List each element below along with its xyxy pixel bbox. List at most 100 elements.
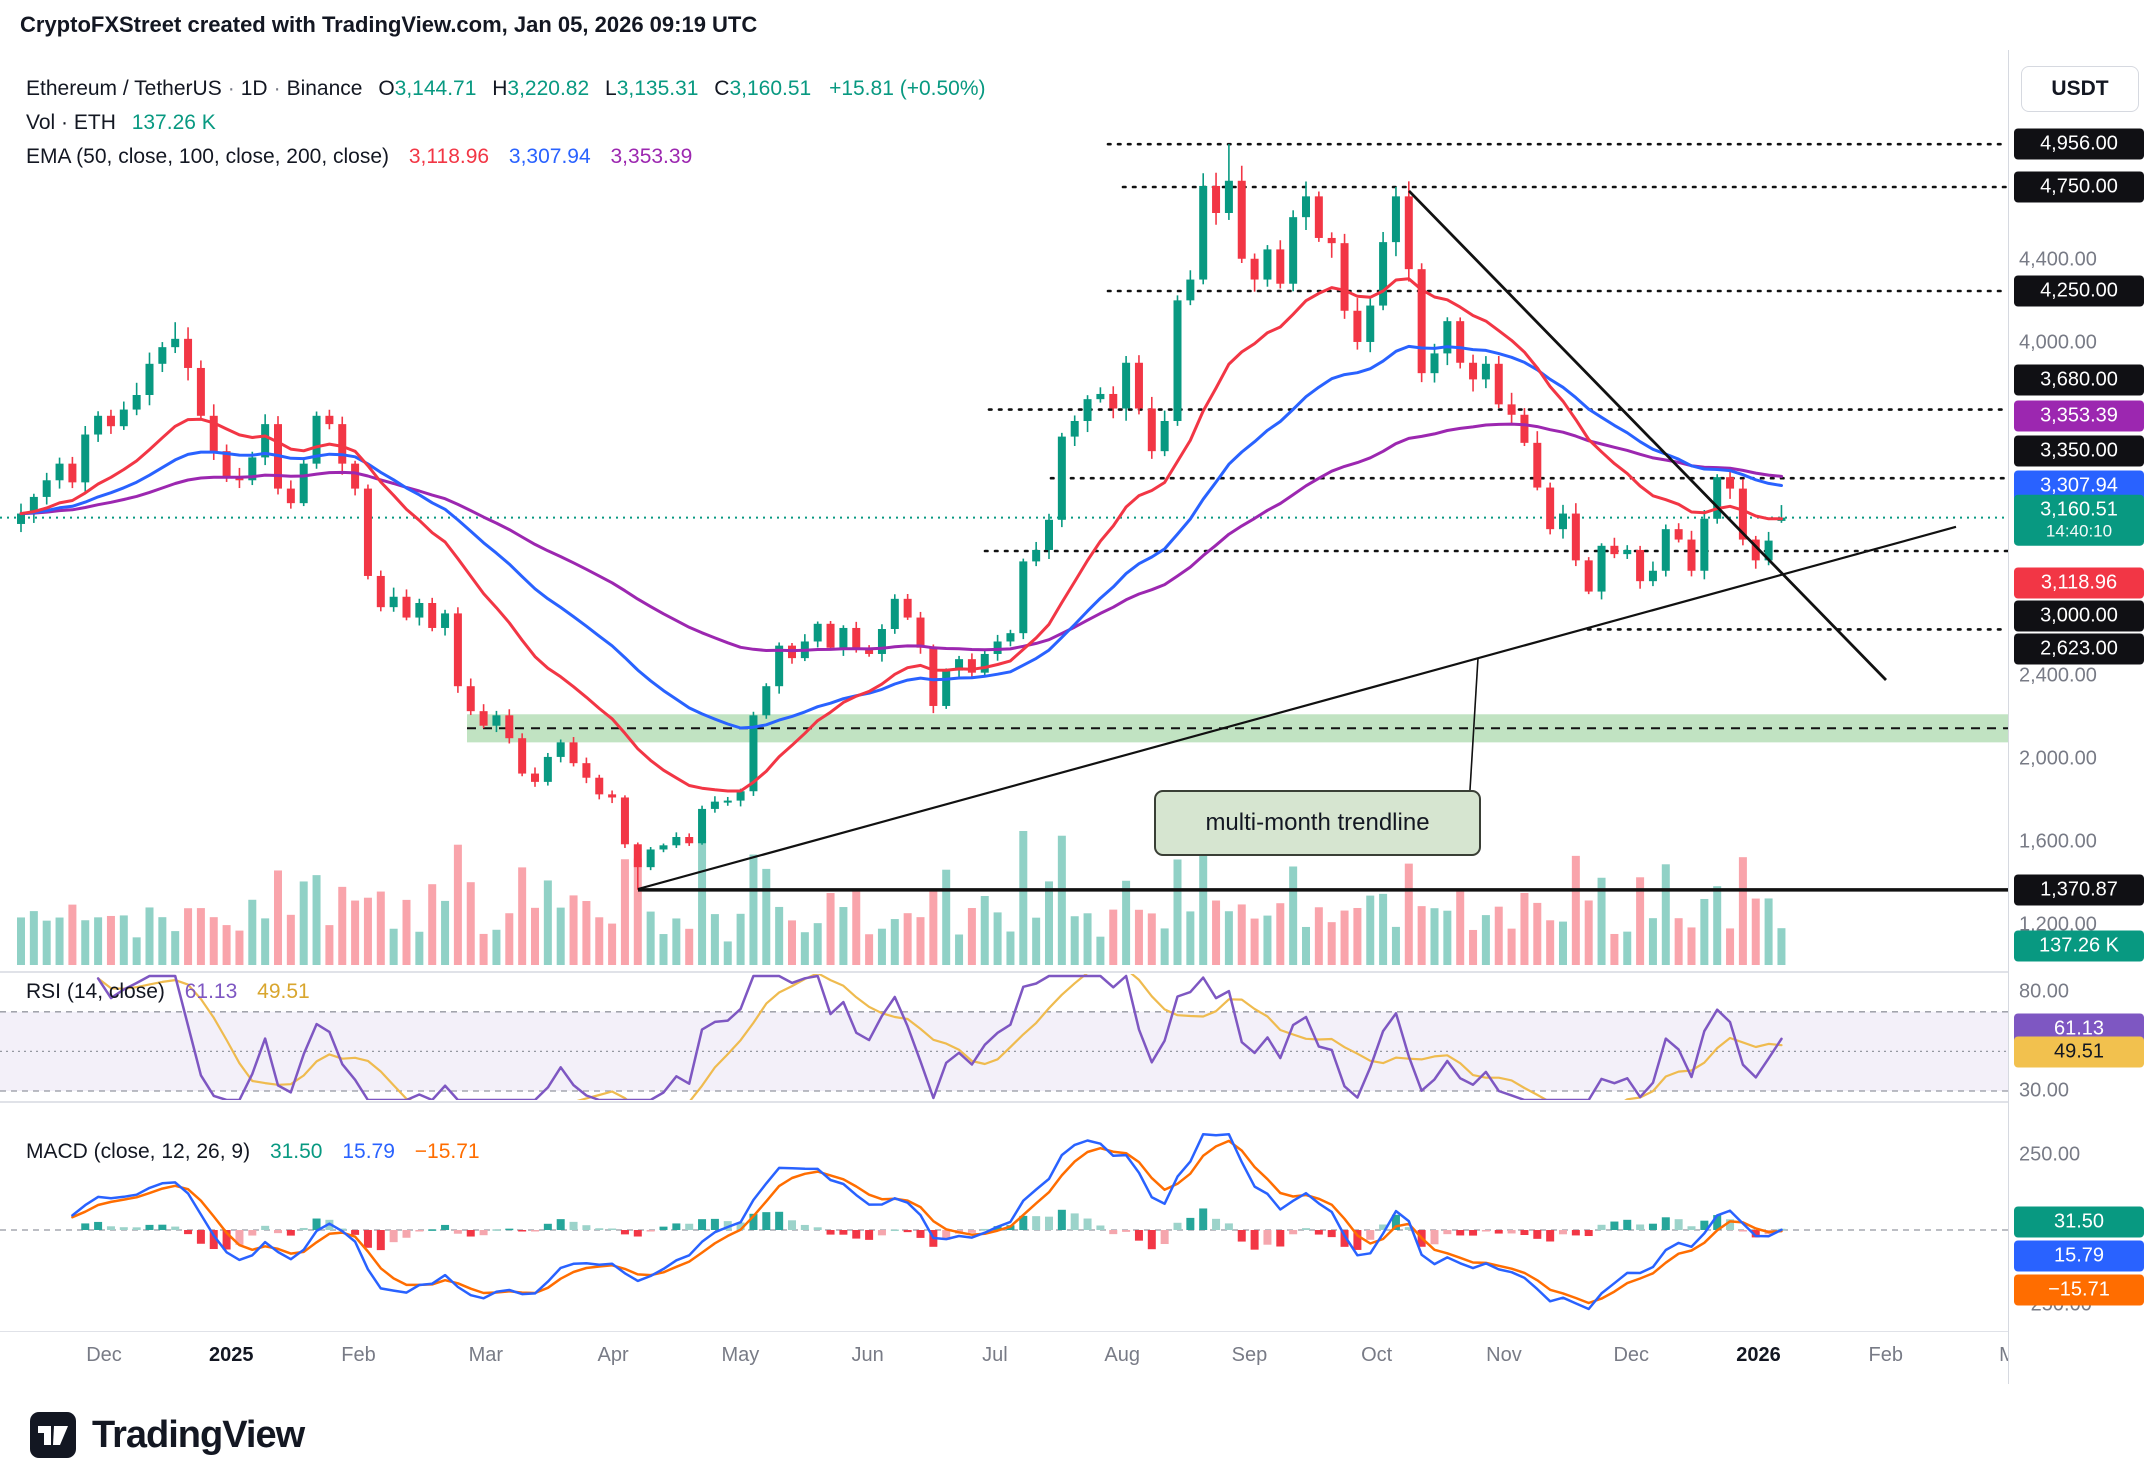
time-axis-label: Jul (982, 1344, 1008, 1366)
price-axis-label: 1,600.00 (2019, 830, 2097, 853)
price-axis-badge: 3,160.51 14:40:10 (2014, 494, 2144, 546)
price-axis-badge: 4,956.00 (2014, 128, 2144, 160)
price-axis-label: 1,200.00 (2019, 913, 2097, 936)
ema200-value: 3,353.39 (610, 145, 693, 168)
volume-value: 137.26 K (131, 111, 216, 134)
time-axis-label: Apr (597, 1344, 629, 1366)
tradingview-logo-icon[interactable] (30, 1412, 76, 1458)
price-axis-label: 2,000.00 (2019, 747, 2097, 770)
open-value: 3,144.71 (394, 77, 477, 100)
page-header-text: CryptoFXStreet created with TradingView.… (20, 12, 758, 37)
volume-bars (17, 831, 1786, 965)
macd-signal-value: −15.71 (414, 1140, 480, 1163)
candlesticks (17, 144, 1786, 890)
close-value: 3,160.51 (729, 77, 812, 100)
rsi-legend: RSI (14, close) 61.13 49.51 (26, 980, 310, 1004)
price-axis-badge: 137.26 K (2014, 930, 2144, 962)
open-label: O (378, 77, 395, 100)
brand-name: TradingView (92, 1413, 305, 1456)
price-axis-badge: 3,350.00 (2014, 435, 2144, 467)
price-axis-label: 4,000.00 (2019, 331, 2097, 354)
time-axis-label: Sep (1231, 1344, 1268, 1366)
currency-toggle-button[interactable]: USDT (2021, 66, 2139, 112)
volume-row: Vol · ETH 137.26 K (26, 106, 986, 140)
rsi-value: 61.13 (184, 980, 238, 1003)
price-axis[interactable]: USDT 4,400.00 4,000.00 2,400.00 2,000.00 1,6… (2008, 50, 2150, 1384)
high-label: H (492, 77, 508, 100)
rsi-axis-label: 80.00 (2019, 980, 2070, 1003)
price-axis-badge: 1,370.87 (2014, 874, 2144, 906)
change-value: +15.81 (+0.50%) (829, 77, 986, 100)
ascending-trendline (637, 525, 1957, 891)
macd-axis-label: 250.00 (2019, 1143, 2081, 1166)
ema-lines (19, 277, 1783, 793)
interval[interactable]: 1D (240, 77, 268, 100)
exchange: Binance (286, 77, 363, 100)
ema-50 (19, 277, 1783, 793)
separator: · (227, 77, 235, 100)
price-axis-badge: 3,000.00 (2014, 600, 2144, 632)
time-axis-label: Nov (1486, 1344, 1522, 1366)
price-axis-label: 4,400.00 (2019, 248, 2097, 271)
macd-lines (71, 1132, 1783, 1311)
macd-axis-badge: 31.50 (2014, 1206, 2144, 1238)
ema-label[interactable]: EMA (50, close, 100, close, 200, close) (26, 145, 390, 168)
price-axis-badge: 3,118.96 (2014, 567, 2144, 599)
price-axis-badge: 2,623.00 (2014, 633, 2144, 665)
ema100-value: 3,307.94 (508, 145, 591, 168)
time-axis-label: Oct (1361, 1344, 1393, 1366)
rsi-lines (96, 974, 1783, 1100)
high-value: 3,220.82 (507, 77, 590, 100)
rsi-line (96, 974, 1783, 1100)
symbol-row: Ethereum / TetherUS · 1D · Binance O3,144.71… (26, 72, 986, 106)
time-axis-label: Feb (1868, 1344, 1903, 1366)
macd-axis-badge: 15.79 (2014, 1240, 2144, 1272)
time-axis-label: May (721, 1344, 760, 1366)
time-axis-label: Aug (1104, 1344, 1140, 1366)
low-value: 3,135.31 (616, 77, 699, 100)
macd-signal-line (71, 1139, 1783, 1305)
time-axis-label: 2025 (209, 1344, 254, 1366)
low-label: L (605, 77, 617, 100)
price-axis-badge: 4,250.00 (2014, 275, 2144, 307)
time-axis-label: 2026 (1736, 1344, 1781, 1366)
time-axis-label: Dec (86, 1344, 122, 1366)
ema-200 (19, 422, 1783, 653)
macd-legend: MACD (close, 12, 26, 9) 31.50 15.79 −15.… (26, 1140, 480, 1164)
price-axis-badge: 3,680.00 (2014, 364, 2144, 396)
volume-label: Vol · ETH (26, 111, 116, 134)
price-axis-label: 2,400.00 (2019, 664, 2097, 687)
time-axis-label: Mar (468, 1344, 504, 1366)
macd-histogram (81, 1208, 1786, 1251)
macd-hist-value: 31.50 (269, 1140, 323, 1163)
macd-line (71, 1132, 1783, 1311)
callout-connector (1469, 657, 1479, 791)
close-label: C (714, 77, 730, 100)
macd-line-value: 15.79 (342, 1140, 395, 1163)
footer: TradingView (30, 1412, 305, 1458)
time-axis-label: Feb (341, 1344, 376, 1366)
separator: · (273, 77, 281, 100)
price-axis-badge: 4,750.00 (2014, 171, 2144, 203)
macd-axis-badge: −15.71 (2014, 1274, 2144, 1306)
ema-row: EMA (50, close, 100, close, 200, close) … (26, 140, 986, 174)
rsi-ma-value: 49.51 (257, 980, 310, 1003)
price-axis-badge: 3,353.39 (2014, 400, 2144, 432)
ema-100 (19, 344, 1783, 730)
time-axis-label: Dec (1613, 1344, 1650, 1366)
time-axis-label: Jun (851, 1344, 884, 1366)
time-axis[interactable]: Dec 2025 Feb Mar Apr May Jun Jul Aug Sep Oct Nov Dec… (0, 1332, 2150, 1384)
symbol-name[interactable]: Ethereum / TetherUS (26, 77, 222, 100)
trendline-callout[interactable]: multi-month trendline (1154, 790, 1481, 856)
rsi-ma-line (96, 974, 1783, 1100)
rsi-axis-label: 30.00 (2019, 1079, 2070, 1102)
page-header: CryptoFXStreet created with TradingView.… (20, 12, 757, 38)
chart-legend: Ethereum / TetherUS · 1D · Binance O3,144.71… (26, 72, 986, 174)
rsi-label[interactable]: RSI (14, close) (26, 980, 165, 1003)
macd-label[interactable]: MACD (close, 12, 26, 9) (26, 1140, 251, 1163)
ema50-value: 3,118.96 (408, 145, 490, 168)
descending-trendline (1407, 189, 1888, 681)
rsi-axis-badge: 49.51 (2014, 1036, 2144, 1068)
